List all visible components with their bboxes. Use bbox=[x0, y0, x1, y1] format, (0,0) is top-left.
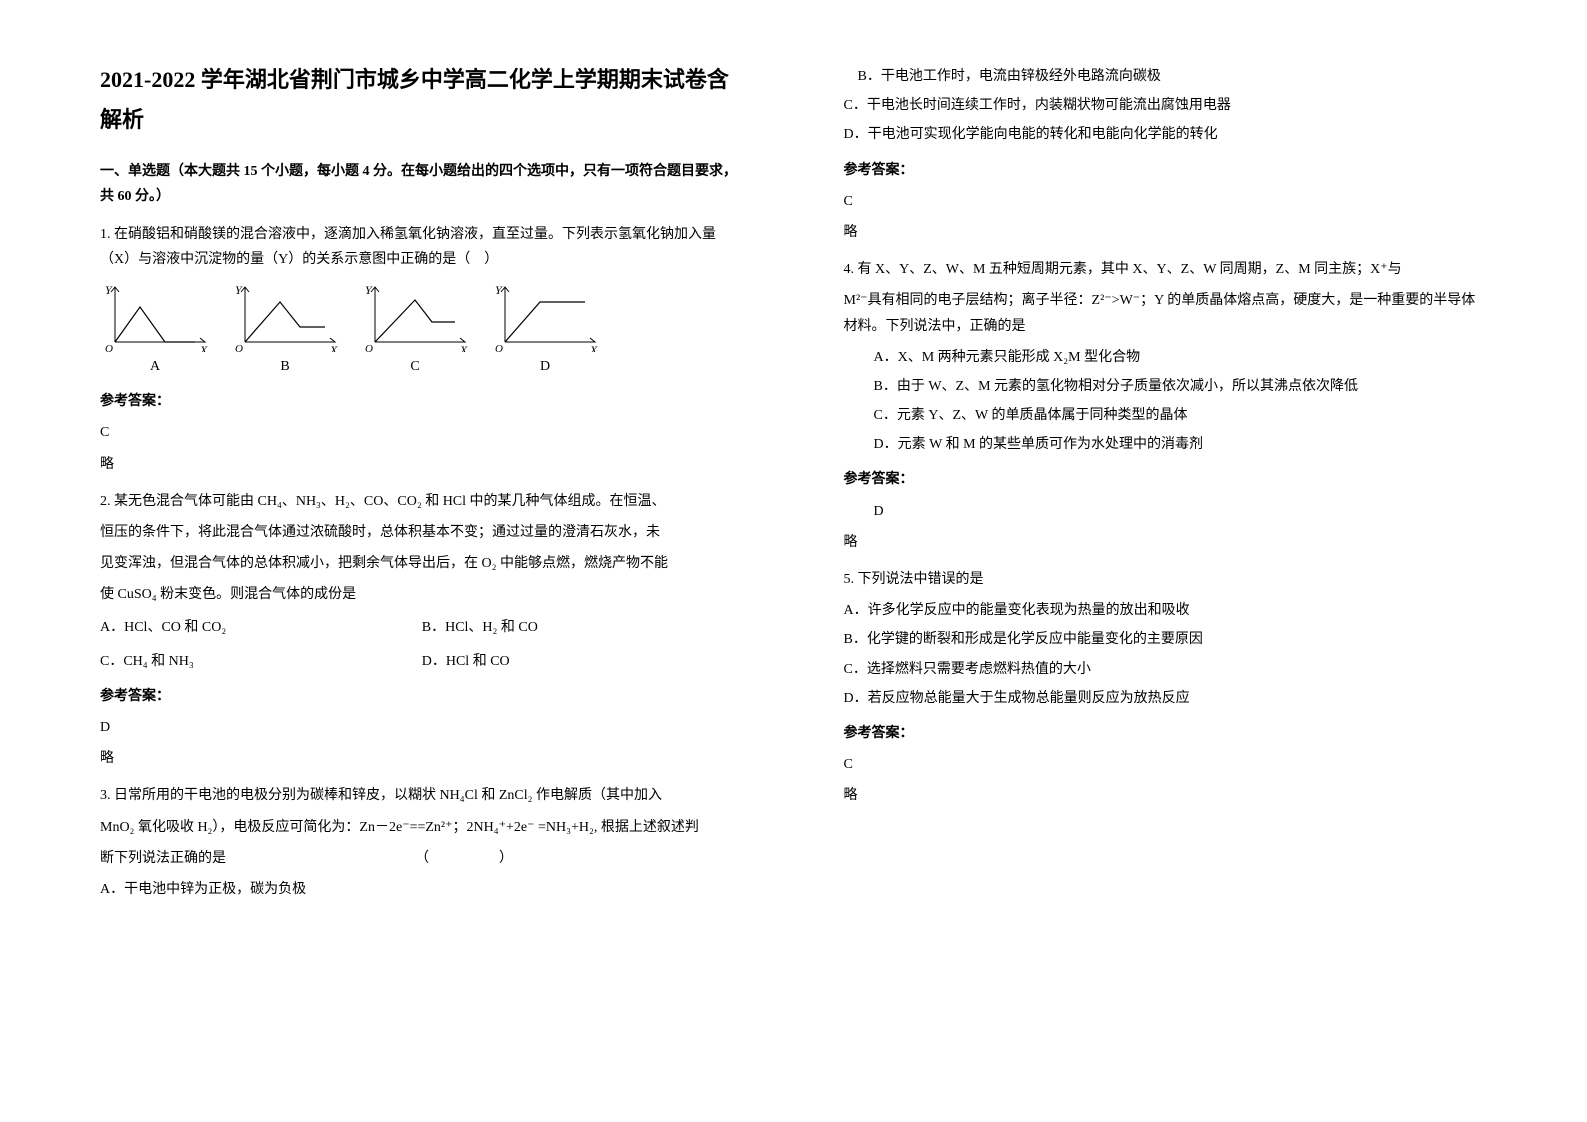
graph-b: Y X O B bbox=[230, 282, 340, 379]
question-5: 5. 下列说法中错误的是 A．许多化学反应中的能量变化表现为热量的放出和吸收 B… bbox=[844, 567, 1488, 809]
q5-optB: B．化学键的断裂和形成是化学反应中能量变化的主要原因 bbox=[844, 627, 1488, 652]
svg-text:O: O bbox=[235, 343, 243, 352]
graph-d-svg: Y X O bbox=[490, 282, 600, 352]
graph-d: Y X O D bbox=[490, 282, 600, 379]
q1-note: 略 bbox=[100, 452, 744, 477]
q5-answer: C bbox=[844, 752, 1488, 777]
q3-answer-label: 参考答案： bbox=[844, 158, 1488, 183]
q4-optB: B．由于 W、Z、M 元素的氢化物相对分子质量依次减小，所以其沸点依次降低 bbox=[874, 374, 1488, 399]
left-column: 2021-2022 学年湖北省荆门市城乡中学高二化学上学期期末试卷含解析 一、单… bbox=[0, 0, 794, 1122]
svg-text:X: X bbox=[459, 343, 468, 352]
q2-answer-label: 参考答案： bbox=[100, 684, 744, 709]
q2-optD: D．HCl 和 CO bbox=[422, 649, 744, 674]
svg-text:X: X bbox=[199, 343, 208, 352]
q3-optC: C．干电池长时间连续工作时，内装糊状物可能流出腐蚀用电器 bbox=[844, 93, 1488, 118]
graph-a-svg: Y X O bbox=[100, 282, 210, 352]
q2-text2: 恒压的条件下，将此混合气体通过浓硫酸时，总体积基本不变；通过过量的澄清石灰水，未 bbox=[100, 520, 744, 545]
q2-text3: 见变浑浊，但混合气体的总体积减小，把剩余气体导出后，在 O₂ 中能够点燃，燃烧产… bbox=[100, 551, 744, 576]
q2-row2: C．CH₄ 和 NH₃ D．HCl 和 CO bbox=[100, 649, 744, 674]
q3-optD: D．干电池可实现化学能向电能的转化和电能向化学能的转化 bbox=[844, 122, 1488, 147]
svg-text:O: O bbox=[365, 343, 373, 352]
svg-text:X: X bbox=[329, 343, 338, 352]
q3-text3: 断下列说法正确的是 （ ） bbox=[100, 846, 744, 871]
q4-text1: 4. 有 X、Y、Z、W、M 五种短周期元素，其中 X、Y、Z、W 同周期，Z、… bbox=[844, 257, 1488, 282]
svg-text:O: O bbox=[495, 343, 503, 352]
svg-text:Y: Y bbox=[365, 283, 373, 297]
q1-graphs: Y X O A Y X O B bbox=[100, 282, 744, 379]
q4-answer: D bbox=[874, 499, 1488, 524]
q2-row1: A．HCl、CO 和 CO₂ B．HCl、H₂ 和 CO bbox=[100, 615, 744, 640]
q3-text1: 3. 日常所用的干电池的电极分别为碳棒和锌皮，以糊状 NH₄Cl 和 ZnCl₂… bbox=[100, 783, 744, 808]
section-header: 一、单选题（本大题共 15 个小题，每小题 4 分。在每小题给出的四个选项中，只… bbox=[100, 159, 744, 209]
q3-note: 略 bbox=[844, 220, 1488, 245]
svg-text:X: X bbox=[589, 343, 598, 352]
q3-optB: B．干电池工作时，电流由锌极经外电路流向碳极 bbox=[844, 64, 1488, 89]
q5-note: 略 bbox=[844, 783, 1488, 808]
right-column: B．干电池工作时，电流由锌极经外电路流向碳极 C．干电池长时间连续工作时，内装糊… bbox=[794, 0, 1587, 1122]
graph-c-svg: Y X O bbox=[360, 282, 470, 352]
q2-optB: B．HCl、H₂ 和 CO bbox=[422, 615, 744, 640]
q5-optA: A．许多化学反应中的能量变化表现为热量的放出和吸收 bbox=[844, 598, 1488, 623]
q4-optC: C．元素 Y、Z、W 的单质晶体属于同种类型的晶体 bbox=[874, 403, 1488, 428]
q5-answer-label: 参考答案： bbox=[844, 721, 1488, 746]
q3-text2: MnO₂ 氧化吸收 H₂），电极反应可简化为：Zn－2e⁻==Zn²⁺；2NH₄… bbox=[100, 815, 744, 840]
q1-text: 1. 在硝酸铝和硝酸镁的混合溶液中，逐滴加入稀氢氧化钠溶液，直至过量。下列表示氢… bbox=[100, 222, 744, 272]
question-1: 1. 在硝酸铝和硝酸镁的混合溶液中，逐滴加入稀氢氧化钠溶液，直至过量。下列表示氢… bbox=[100, 222, 744, 477]
svg-text:Y: Y bbox=[235, 283, 243, 297]
q4-optD: D．元素 W 和 M 的某些单质可作为水处理中的消毒剂 bbox=[874, 432, 1488, 457]
q2-text1: 2. 某无色混合气体可能由 CH₄、NH₃、H₂、CO、CO₂ 和 HCl 中的… bbox=[100, 489, 744, 514]
q4-note: 略 bbox=[844, 530, 1488, 555]
exam-title: 2021-2022 学年湖北省荆门市城乡中学高二化学上学期期末试卷含解析 bbox=[100, 60, 744, 139]
q2-optA: A．HCl、CO 和 CO₂ bbox=[100, 615, 422, 640]
svg-text:O: O bbox=[105, 343, 113, 352]
q3-optA: A．干电池中锌为正极，碳为负极 bbox=[100, 877, 744, 902]
graph-c-label: C bbox=[360, 354, 470, 379]
q2-answer: D bbox=[100, 715, 744, 740]
q1-answer: C bbox=[100, 420, 744, 445]
q5-text: 5. 下列说法中错误的是 bbox=[844, 567, 1488, 592]
graph-c: Y X O C bbox=[360, 282, 470, 379]
svg-text:Y: Y bbox=[495, 283, 503, 297]
graph-a: Y X O A bbox=[100, 282, 210, 379]
q2-note: 略 bbox=[100, 746, 744, 771]
q2-text4: 使 CuSO₄ 粉末变色。则混合气体的成份是 bbox=[100, 582, 744, 607]
q5-optD: D．若反应物总能量大于生成物总能量则反应为放热反应 bbox=[844, 686, 1488, 711]
q5-optC: C．选择燃料只需要考虑燃料热值的大小 bbox=[844, 657, 1488, 682]
q1-answer-label: 参考答案： bbox=[100, 389, 744, 414]
graph-b-label: B bbox=[230, 354, 340, 379]
graph-a-label: A bbox=[100, 354, 210, 379]
question-3: 3. 日常所用的干电池的电极分别为碳棒和锌皮，以糊状 NH₄Cl 和 ZnCl₂… bbox=[100, 783, 744, 902]
q4-answer-label: 参考答案： bbox=[844, 467, 1488, 492]
graph-b-svg: Y X O bbox=[230, 282, 340, 352]
svg-text:Y: Y bbox=[105, 283, 113, 297]
question-2: 2. 某无色混合气体可能由 CH₄、NH₃、H₂、CO、CO₂ 和 HCl 中的… bbox=[100, 489, 744, 772]
graph-d-label: D bbox=[490, 354, 600, 379]
q3-answer: C bbox=[844, 189, 1488, 214]
q2-optC: C．CH₄ 和 NH₃ bbox=[100, 649, 422, 674]
q4-optA: A．X、M 两种元素只能形成 X₂M 型化合物 bbox=[874, 345, 1488, 370]
q4-text2: M²⁻具有相同的电子层结构；离子半径：Z²⁻>W⁻；Y 的单质晶体熔点高，硬度大… bbox=[844, 288, 1488, 338]
question-4: 4. 有 X、Y、Z、W、M 五种短周期元素，其中 X、Y、Z、W 同周期，Z、… bbox=[844, 257, 1488, 555]
